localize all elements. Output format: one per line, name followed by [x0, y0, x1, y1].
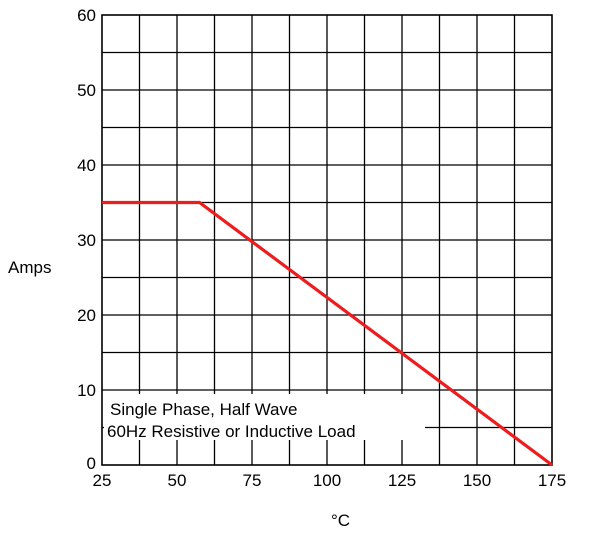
y-tick-label: 20	[77, 306, 96, 325]
plot-frame	[101, 14, 553, 466]
derating-line	[102, 200, 553, 467]
plot-border	[101, 14, 553, 466]
x-tick-labels: 25 50 75 100 125 150 175	[93, 471, 567, 490]
x-tick-label: 25	[93, 471, 112, 490]
x-tick-label: 150	[463, 471, 491, 490]
y-tick-label: 60	[77, 6, 96, 25]
x-tick-label: 50	[168, 471, 187, 490]
x-tick-label: 175	[538, 471, 566, 490]
annotation-line-2: 60Hz Resistive or Inductive Load	[107, 422, 356, 441]
annotation-background	[104, 394, 425, 440]
x-tick-label: 100	[313, 471, 341, 490]
annotation-line-1: Single Phase, Half Wave	[110, 400, 297, 419]
x-tick-label: 75	[243, 471, 262, 490]
x-tick-label: 125	[388, 471, 416, 490]
y-tick-label: 0	[87, 454, 96, 473]
y-tick-labels: 0 10 20 30 40 50 60	[77, 6, 96, 473]
y-tick-label: 40	[77, 156, 96, 175]
grid	[102, 15, 552, 465]
y-tick-label: 50	[77, 81, 96, 100]
y-tick-label: 30	[77, 231, 96, 250]
series-layer	[102, 200, 553, 467]
y-axis-label: Amps	[8, 258, 51, 277]
y-tick-label: 10	[77, 381, 96, 400]
x-axis-label: °C	[331, 511, 350, 530]
